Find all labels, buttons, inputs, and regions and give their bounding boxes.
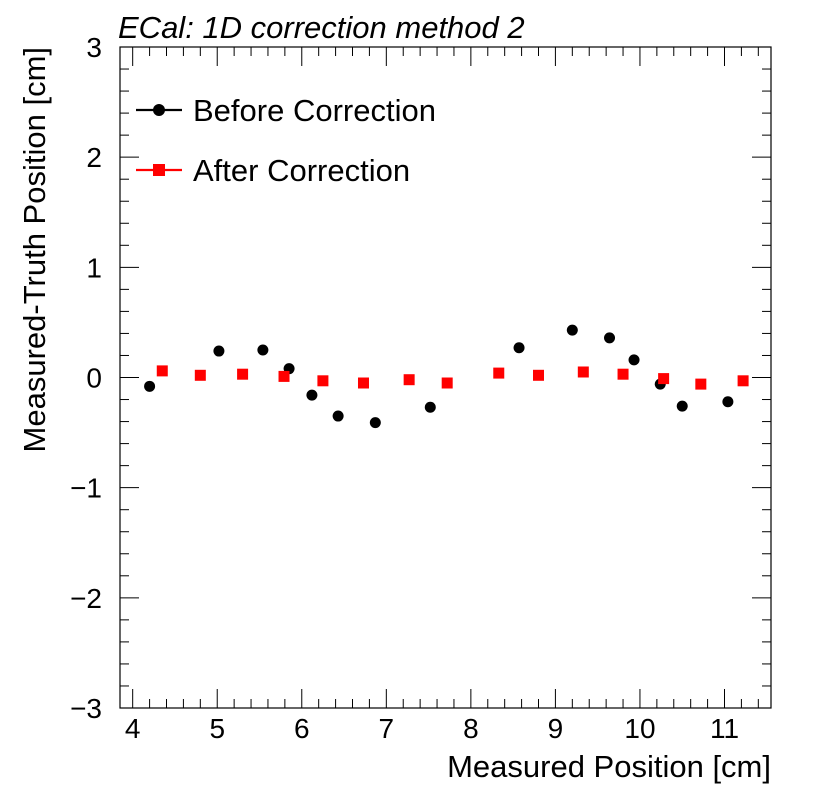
after-correction-point [617,368,629,380]
after-correction-point [493,367,505,379]
before-correction-point [604,332,616,344]
plot-frame [119,46,772,709]
before-correction-point [332,410,344,422]
x-tick-label: 4 [125,713,141,744]
series-before-correction [144,324,734,429]
y-tick-label: 0 [86,363,102,394]
series-after-correction [156,365,749,390]
x-tick-label: 5 [209,713,225,744]
y-tick-label: 2 [86,142,102,173]
legend-label-after: After Correction [193,153,410,188]
before-correction-point [722,396,734,408]
before-correction-point [144,380,156,392]
y-tick-label: 3 [86,32,102,63]
after-correction-point [237,368,249,380]
after-correction-point [156,365,168,377]
y-axis-label: Measured-Truth Position [cm] [17,47,52,452]
legend-entry-before: Before Correction [136,93,436,128]
after-correction-point [695,378,707,390]
before-correction-point [213,345,225,357]
after-correction-point [737,375,749,387]
chart-title: ECal: 1D correction method 2 [118,10,525,45]
before-correction-point [566,324,578,336]
x-tick-label: 11 [710,713,739,744]
after-correction-point [533,369,544,381]
legend-label-before: Before Correction [193,93,436,128]
y-tick-label: −3 [70,693,102,724]
x-tick-label: 10 [624,713,655,744]
after-correction-point [278,370,290,382]
before-correction-point [676,400,688,412]
y-tick-label: −2 [70,583,102,614]
legend: Before Correction After Correction [136,93,436,188]
after-correction-point [577,366,589,378]
legend-marker-before [153,104,165,116]
after-correction-point [194,369,206,381]
before-correction-point [513,342,525,354]
before-correction-point [257,344,269,356]
before-correction-point [424,401,436,413]
data-points [144,324,749,429]
x-tick-label: 8 [463,713,479,744]
before-correction-point [306,389,318,401]
after-correction-point [658,373,670,385]
x-tick-label: 7 [379,713,395,744]
after-correction-point [317,375,329,387]
x-tick-label: 6 [294,713,310,744]
x-tick-label: 9 [548,713,564,744]
before-correction-point [628,354,640,366]
after-correction-point [441,377,453,389]
y-axis: −3 −2 −1 0 1 2 3 [70,32,771,724]
before-correction-point [369,417,381,429]
legend-entry-after: After Correction [136,153,410,188]
legend-marker-after [153,164,165,176]
y-tick-label: −1 [70,473,102,504]
x-axis-label: Measured Position [cm] [447,749,771,784]
after-correction-point [403,374,415,386]
after-correction-point [357,377,369,389]
y-tick-label: 1 [86,252,102,283]
x-axis: 4 5 6 7 8 9 10 11 [125,47,759,744]
